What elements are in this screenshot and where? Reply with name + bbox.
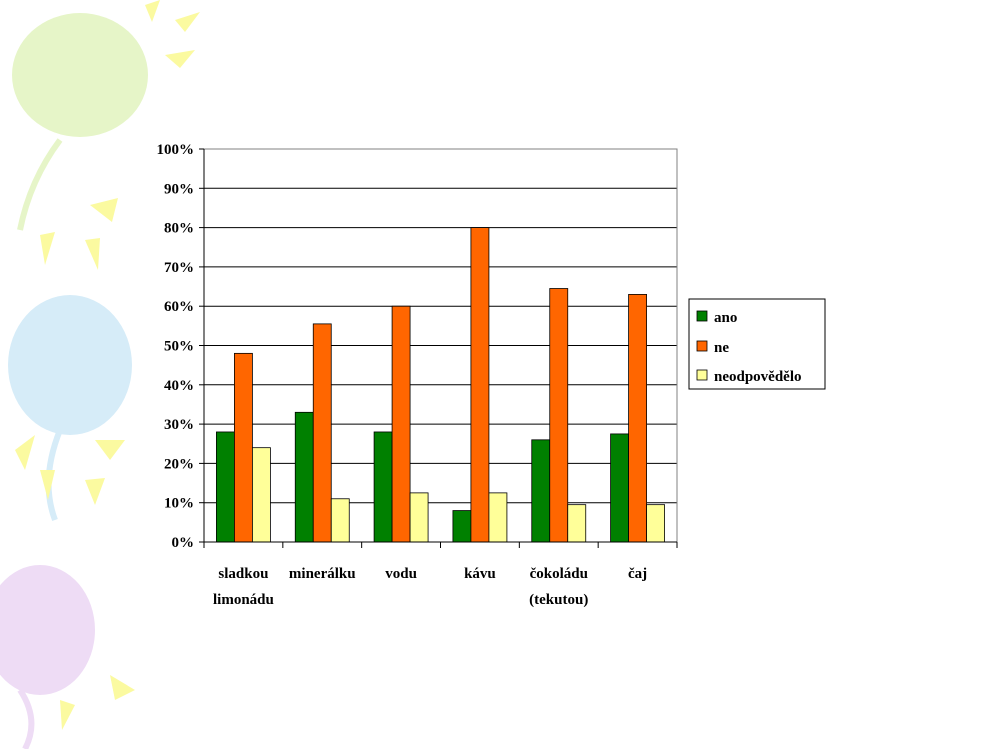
x-tick-label: (tekutou) [529,592,588,608]
bar-ne [549,288,569,543]
bar-ano [216,431,235,543]
bar-neodpovědělo [567,504,587,543]
bar-neodpovědělo [646,504,665,543]
x-axis: sladkou limonádu minerálku vodu kávu čokoládu… [203,541,678,608]
y-tick-label: 60% [164,299,194,315]
x-tick-label: vodu [385,566,417,582]
y-tick-label: 10% [164,496,194,512]
legend-swatch-ne [696,340,708,352]
bar-ne [391,305,411,543]
bar-ne [470,227,490,543]
bar-ne [234,352,253,543]
y-tick-label: 80% [164,221,194,237]
bar-ano [610,433,629,543]
legend-label-ne: ne [714,340,729,356]
y-axis: 0% 10% 20% 30% 40% 50% 60% 70% 80% 90% 100% [157,142,205,551]
bar-ano [531,439,551,543]
y-tick-label: 30% [164,417,194,433]
y-tick-label: 20% [164,456,194,472]
x-tick-label: kávu [464,566,496,582]
bar-ne [312,323,332,543]
violet-balloon-icon [0,565,95,749]
legend-swatch-neodpovedelo [696,369,708,381]
y-tick-label: 0% [172,535,195,551]
legend: ano ne neodpovědělo [688,298,826,390]
bar-ano [452,510,472,543]
bar-ano [294,411,314,543]
green-balloon-icon [12,13,148,231]
gridlines [204,148,677,504]
y-tick-label: 50% [164,339,194,355]
sun-rays-icon [15,0,200,730]
y-tick-label: 70% [164,260,194,276]
bar-neodpovědělo [252,447,271,543]
x-tick-label: čaj [628,566,647,582]
x-tick-label: sladkou [218,566,268,582]
bar-neodpovědělo [488,492,508,543]
x-tick-label: čokoládu [530,566,588,582]
legend-label-neodpovedelo: neodpovědělo [714,369,802,385]
bar-neodpovědělo [409,492,429,543]
bar-neodpovědělo [330,498,350,543]
x-tick-label: limonádu [213,592,274,608]
y-tick-label: 100% [157,142,195,158]
legend-swatch-ano [696,310,708,322]
legend-label-ano: ano [714,310,737,326]
y-tick-label: 40% [164,378,194,394]
y-tick-label: 90% [164,181,194,197]
legend-box [688,298,826,390]
bar-ano [373,431,393,543]
bars [216,227,665,543]
x-tick-label: minerálku [289,566,356,582]
bar-ne [628,294,647,543]
